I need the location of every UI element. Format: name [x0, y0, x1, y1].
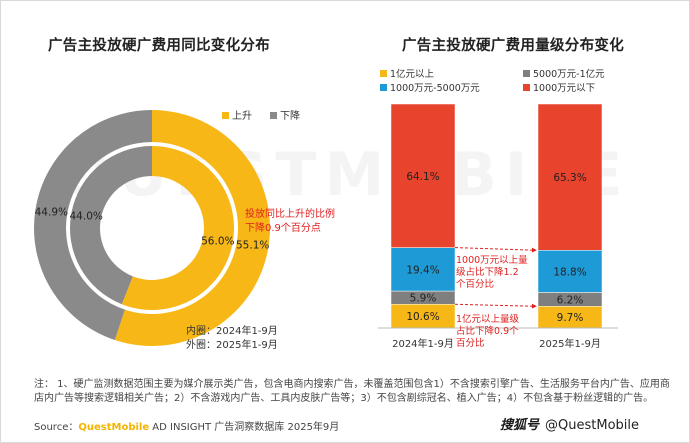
sohu-logo: 搜狐号: [500, 418, 540, 433]
stack-legend-label: 1000万元-5000万元: [390, 83, 480, 94]
account-name: @QuestMobile: [545, 418, 639, 433]
outer-ring-label: 44.9%: [35, 207, 68, 219]
bar-segment-label: 9.7%: [557, 312, 584, 324]
bar-segment-label: 65.3%: [553, 172, 586, 184]
stack-legend-swatch: [380, 84, 387, 91]
callout-mid-line: 1000万元以上量: [456, 255, 528, 266]
arrow-low-tier: [454, 303, 537, 309]
x-tick-label: 2025年1-9月: [539, 337, 601, 350]
arrow-mid-tier: [454, 247, 537, 253]
footnote: 注： 1、硬广监测数据范围主要为媒介展示类广告，包含电商内搜索广告，未覆盖范围包…: [34, 379, 670, 404]
x-tick-label: 2024年1-9月: [392, 337, 454, 350]
bar-segment-2: [390, 247, 456, 292]
stack-legend-label: 5000万元-1亿元: [533, 68, 605, 80]
inner-ring-label: 44.0%: [70, 210, 103, 222]
donut-legend-label: 下降: [280, 109, 300, 122]
donut-legend-label: 上升: [232, 110, 252, 122]
source-brand: QuestMobile: [78, 422, 150, 433]
bar-segment-label: 6.2%: [557, 294, 584, 306]
bar-segment-label: 18.8%: [553, 266, 586, 278]
stack-legend-swatch: [380, 70, 387, 77]
callout-mid-line: 个百分比: [456, 278, 494, 290]
source-text: AD INSIGHT 广告洞察数据库 2025年9月: [149, 422, 340, 433]
callout-low-line: 百分比: [456, 337, 485, 349]
inner-ring-label: 56.0%: [201, 236, 234, 248]
bar-segment-3: [390, 103, 456, 248]
inner-ring-down-slice: [69, 146, 152, 305]
bar-segment-label: 10.6%: [406, 311, 439, 323]
bar-segment-3: [537, 103, 603, 251]
stack-legend-swatch: [523, 84, 530, 91]
donut-legend-swatch: [270, 112, 277, 119]
outer-ring-caption: 外圈：2025年1-9月: [186, 338, 278, 351]
inner-ring-caption: 内圈：2024年1-9月: [186, 324, 278, 337]
bar-segment-2: [537, 250, 603, 293]
stack-legend-label: 1亿元以上: [390, 68, 435, 80]
inner-ring-up-slice: [121, 146, 234, 310]
outer-ring-up-slice: [114, 110, 271, 347]
donut-callout-line2: 下降0.9个百分点: [245, 221, 321, 234]
donut-callout-line1: 投放同比上升的比例: [245, 207, 335, 220]
stack-chart-title: 广告主投放硬广费用量级分布变化: [402, 38, 624, 54]
source-line: Source：QuestMobile AD INSIGHT 广告洞察数据库 20…: [34, 418, 339, 433]
donut-chart-title: 广告主投放硬广费用同比变化分布: [48, 38, 270, 54]
callout-mid-line: 级占比下降1.2: [456, 266, 519, 278]
bar-segment-label: 19.4%: [406, 264, 439, 276]
outer-ring-down-slice: [34, 110, 153, 340]
bar-segment-label: 64.1%: [406, 171, 439, 183]
callout-low-line: 1亿元以上量级: [456, 313, 520, 325]
stack-legend-swatch: [523, 70, 530, 77]
footer-account: 搜狐号 @QuestMobile: [500, 414, 639, 433]
outer-ring-label: 55.1%: [236, 239, 269, 251]
stack-legend-label: 1000万元以下: [533, 83, 595, 94]
bar-segment-label: 5.9%: [410, 293, 437, 305]
source-label: Source：: [34, 422, 79, 433]
donut-legend-swatch: [222, 112, 229, 119]
callout-low-line: 占比下降0.9个: [456, 325, 519, 337]
